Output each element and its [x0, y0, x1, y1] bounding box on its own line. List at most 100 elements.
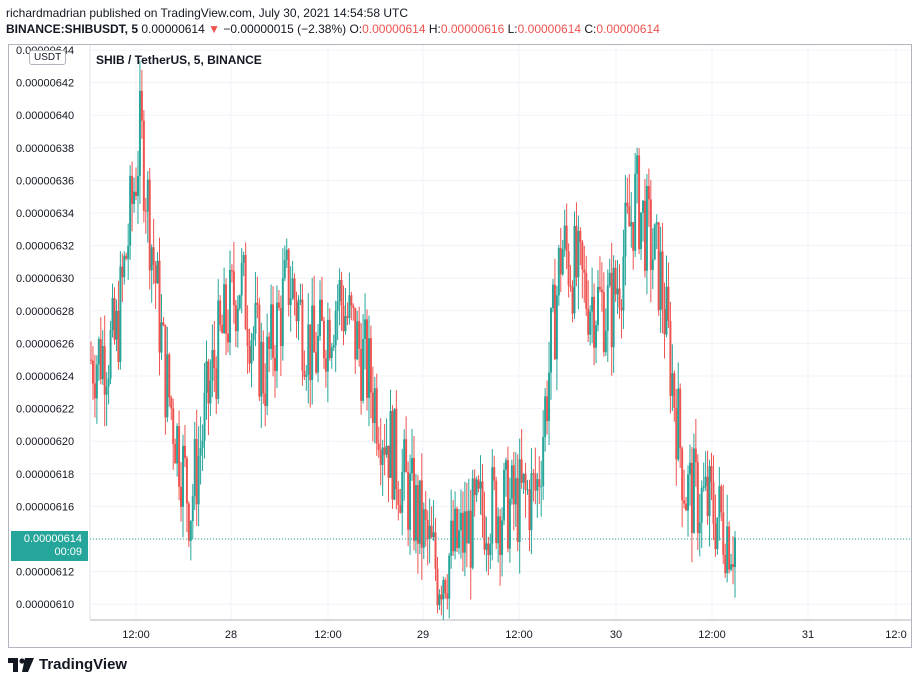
candle [403, 439, 406, 472]
candle [659, 251, 662, 311]
candle [626, 202, 629, 207]
candle [687, 474, 690, 511]
current-price-tag: 0.00000614 00:09 [11, 531, 88, 561]
open-value: 0.00000614 [362, 22, 426, 36]
candle [442, 579, 445, 600]
candle [272, 304, 275, 358]
candle [561, 249, 564, 275]
candle [144, 210, 147, 212]
candle [93, 383, 96, 399]
x-tick-label: 12:00 [314, 629, 342, 641]
candle [324, 358, 327, 372]
candle [669, 320, 672, 396]
candle [487, 543, 490, 556]
candle [101, 346, 104, 380]
candle [440, 594, 443, 600]
candle [99, 339, 102, 380]
candle [438, 594, 441, 606]
candle [634, 173, 637, 251]
candle [485, 543, 488, 550]
candle [180, 486, 183, 507]
candle [182, 445, 184, 507]
candle [628, 206, 631, 227]
tradingview-logo-icon [8, 657, 34, 672]
candle [90, 359, 92, 361]
candle [148, 179, 151, 271]
candle [469, 510, 472, 568]
candle [475, 479, 478, 496]
candle [720, 486, 723, 513]
candle [681, 448, 684, 501]
candle [264, 393, 267, 407]
candle [608, 272, 611, 286]
candle [236, 308, 239, 332]
y-tick-label: 0.00000624 [16, 371, 74, 383]
y-tick-label: 0.00000612 [16, 567, 74, 579]
candle [618, 288, 621, 308]
candle [632, 222, 635, 251]
candle [444, 579, 447, 594]
candle [156, 260, 159, 284]
candle [563, 225, 566, 250]
candle [587, 308, 590, 335]
candle [119, 266, 122, 362]
candle [334, 310, 337, 346]
candle [135, 191, 138, 196]
unit-label[interactable]: USDT [29, 50, 67, 65]
candle [675, 408, 678, 460]
candle [328, 319, 331, 359]
candle [577, 230, 580, 278]
symbol-label: BINANCE:SHIBUSDT, 5 [6, 22, 139, 36]
candle [246, 329, 249, 347]
candle [548, 372, 551, 422]
candle [320, 299, 323, 321]
candle [283, 259, 286, 279]
candle [375, 388, 378, 444]
candle [293, 278, 296, 300]
low-label: L: [507, 22, 518, 36]
candle [125, 255, 128, 259]
candle [326, 319, 329, 372]
candle [524, 473, 527, 490]
candle [274, 357, 276, 371]
candle [679, 388, 682, 449]
candle [722, 512, 725, 555]
candle [473, 478, 476, 496]
candle [289, 298, 292, 306]
candle [387, 445, 390, 478]
candle [606, 285, 609, 331]
candle [700, 488, 703, 523]
candle [193, 439, 196, 497]
footer-brand[interactable]: TradingView [8, 656, 127, 673]
chart-frame [8, 44, 912, 648]
candle [450, 520, 453, 556]
candle [185, 458, 188, 504]
x-tick-label: 30 [610, 629, 622, 641]
candle [299, 299, 302, 303]
candle [642, 200, 644, 213]
candle [434, 532, 437, 569]
candle [111, 298, 114, 331]
candle [195, 439, 198, 505]
candle [277, 302, 280, 308]
candle [129, 175, 132, 246]
candle [140, 90, 143, 121]
candle [571, 287, 574, 314]
candle [528, 489, 531, 531]
candle [559, 248, 562, 275]
candle [234, 305, 237, 332]
candle [191, 496, 194, 522]
candle [522, 473, 525, 483]
candle [295, 299, 298, 322]
candle [510, 465, 513, 499]
candle [348, 295, 351, 318]
candle [591, 296, 594, 312]
candle [189, 521, 192, 541]
candle [649, 199, 652, 270]
candle [250, 340, 253, 364]
candle [728, 526, 731, 570]
candle [166, 354, 169, 418]
candle [221, 324, 224, 333]
candle [401, 471, 404, 513]
